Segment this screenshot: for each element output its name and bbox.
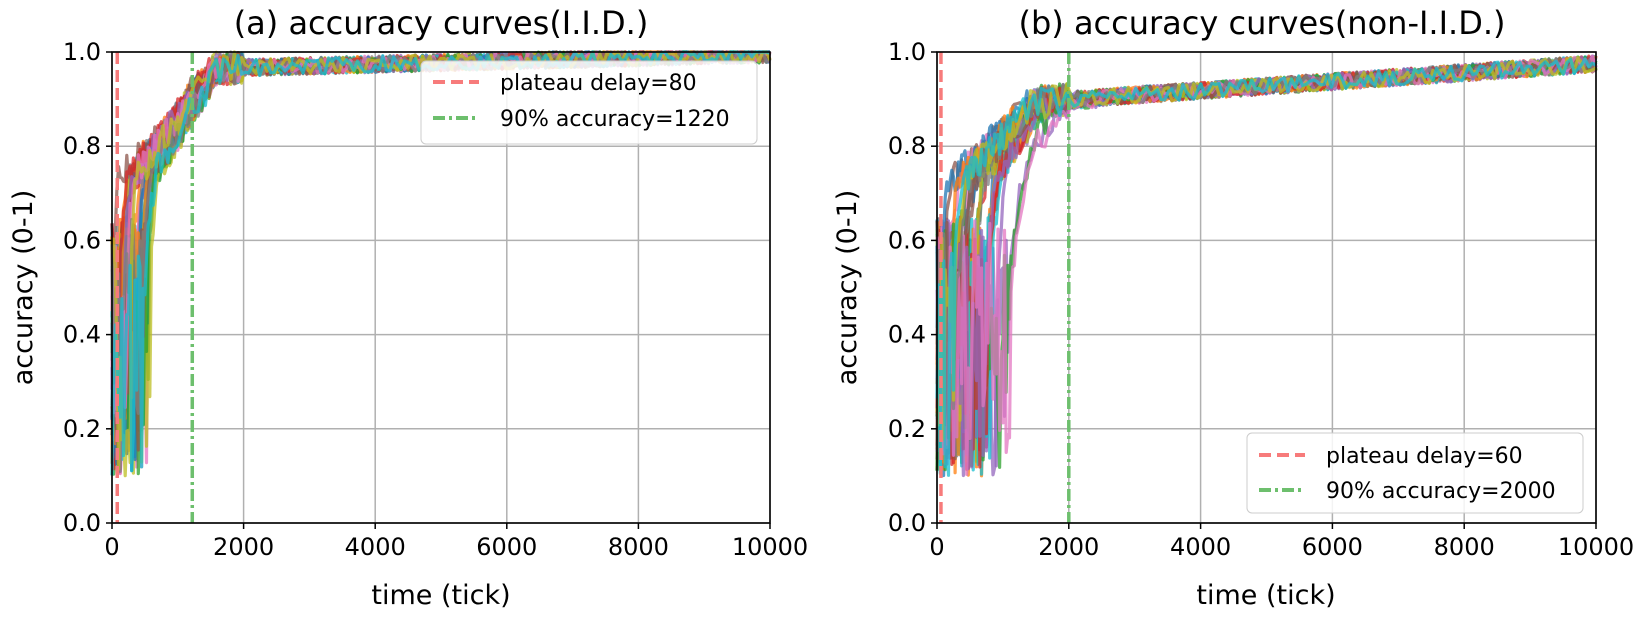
x-tick-label: 6000 (1302, 533, 1363, 561)
y-tick-label: 0.8 (888, 132, 926, 160)
legend-label-plateau-delay: plateau delay=60 (1326, 444, 1523, 469)
series-line (935, 57, 1597, 477)
series-line (110, 50, 772, 478)
legend-box (1246, 432, 1584, 514)
y-tick-label: 0.4 (888, 321, 926, 349)
y-tick-label: 0.2 (888, 415, 926, 443)
x-axis-label: time (tick) (371, 580, 510, 611)
x-tick-label: 4000 (1170, 533, 1231, 561)
y-tick-label: 0.4 (63, 321, 101, 349)
y-axis-label: accuracy (0-1) (832, 190, 863, 386)
x-tick-label: 0 (929, 533, 944, 561)
x-tick-label: 0 (104, 533, 119, 561)
x-axis-label: time (tick) (1196, 580, 1335, 611)
plot-frame (111, 51, 771, 524)
y-tick-label: 0.0 (888, 509, 926, 537)
x-tick-label: 10000 (732, 533, 808, 561)
plot-frame (936, 51, 1597, 524)
legend-box (420, 60, 758, 145)
y-tick-label: 0.2 (63, 415, 101, 443)
y-axis-label: accuracy (0-1) (8, 190, 39, 386)
legend-label-plateau-delay: plateau delay=80 (500, 71, 697, 96)
legend-label-90-accuracy: 90% accuracy=1220 (500, 107, 730, 132)
y-tick-label: 1.0 (63, 38, 101, 66)
x-tick-label: 6000 (476, 533, 537, 561)
series-line (110, 50, 771, 476)
chart-title: (b) accuracy curves(non-I.I.D.) (1018, 4, 1505, 42)
y-tick-label: 0.0 (63, 509, 101, 537)
y-tick-label: 0.8 (63, 132, 101, 160)
panel-a: (a) accuracy curves(I.I.D.) 0 2000 4000 600… (8, 4, 808, 611)
legend: plateau delay=80 90% accuracy=1220 (420, 60, 758, 145)
y-tick-label: 0.6 (63, 226, 101, 254)
x-tick-label: 2000 (213, 533, 274, 561)
x-tick-label: 8000 (608, 533, 669, 561)
x-tick-label: 4000 (345, 533, 406, 561)
x-tick-label: 2000 (1038, 533, 1099, 561)
x-tick-label: 10000 (1558, 533, 1634, 561)
y-tick-label: 1.0 (888, 38, 926, 66)
series-line (935, 54, 1598, 471)
panel-b: (b) accuracy curves(non-I.I.D.) 0 2000 400… (832, 4, 1634, 611)
x-tick-label: 8000 (1434, 533, 1495, 561)
y-tick-label: 0.6 (888, 226, 926, 254)
chart-title: (a) accuracy curves(I.I.D.) (234, 4, 649, 42)
legend: plateau delay=60 90% accuracy=2000 (1246, 432, 1584, 514)
legend-label-90-accuracy: 90% accuracy=2000 (1326, 479, 1556, 504)
